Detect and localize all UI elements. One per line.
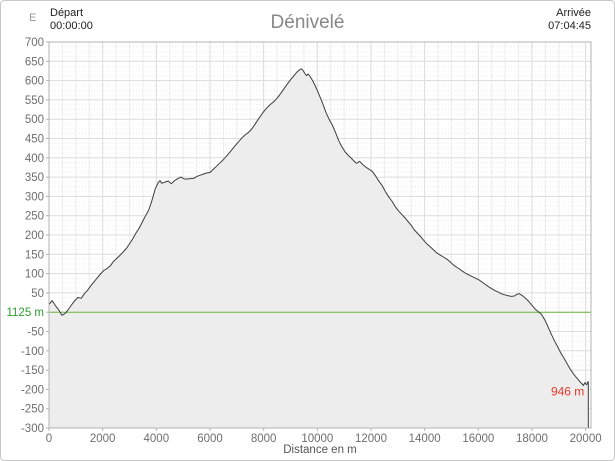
y-tick-label: 200: [25, 230, 44, 242]
y-tick-label: -50: [27, 327, 44, 339]
y-tick-label: -300: [21, 423, 44, 435]
depart-time: 00:00:00: [50, 20, 93, 32]
y-tick-label: 550: [25, 95, 44, 107]
x-tick-label: 14000: [409, 433, 441, 445]
y-tick-label: 150: [25, 249, 44, 261]
x-axis-title: Distance en m: [283, 444, 357, 456]
y-tick-label: 50: [31, 288, 44, 300]
y-tick-label: 450: [25, 134, 44, 146]
x-tick-label: 2000: [90, 433, 116, 445]
x-tick-label: 4000: [144, 433, 170, 445]
elevation-line: [48, 68, 589, 386]
y-tick-label: -200: [21, 384, 44, 396]
arrivee-time: 07:04:45: [548, 20, 591, 32]
y-tick-label: 650: [25, 56, 44, 68]
x-tick-label: 6000: [197, 433, 223, 445]
start-elevation-label: 1125 m: [6, 307, 44, 319]
x-tick-label: 20000: [570, 433, 602, 445]
x-tick-label: 8000: [251, 433, 277, 445]
y-tick-label: -250: [21, 404, 44, 416]
x-tick-label: 12000: [355, 433, 387, 445]
y-tick-label: -150: [21, 365, 44, 377]
arrivee-info: Arrivée 07:04:45: [548, 7, 591, 33]
page-title: Dénivelé: [270, 12, 345, 33]
x-tick-label: 0: [46, 433, 52, 445]
y-tick-label: 250: [25, 211, 44, 223]
y-tick-label: 600: [25, 76, 44, 88]
x-tick-label: 10000: [301, 433, 333, 445]
x-tick-label: 16000: [462, 433, 494, 445]
depart-label: Départ: [50, 7, 84, 19]
y-tick-label: 700: [25, 37, 44, 49]
y-tick-label: 400: [25, 153, 44, 165]
y-tick-label: 100: [25, 269, 44, 281]
y-tick-label: 350: [25, 172, 44, 184]
y-tick-label: 300: [25, 191, 44, 203]
arrivee-label: Arrivée: [556, 7, 591, 19]
elevation-area: [49, 69, 589, 428]
y-tick-label: -100: [21, 346, 44, 358]
y-tick-label: 500: [25, 114, 44, 126]
y-axis-unit-label: E: [29, 12, 37, 24]
x-tick-label: 18000: [516, 433, 548, 445]
end-elevation-label: 946 m: [551, 384, 584, 398]
depart-info: Départ 00:00:00: [50, 7, 93, 33]
